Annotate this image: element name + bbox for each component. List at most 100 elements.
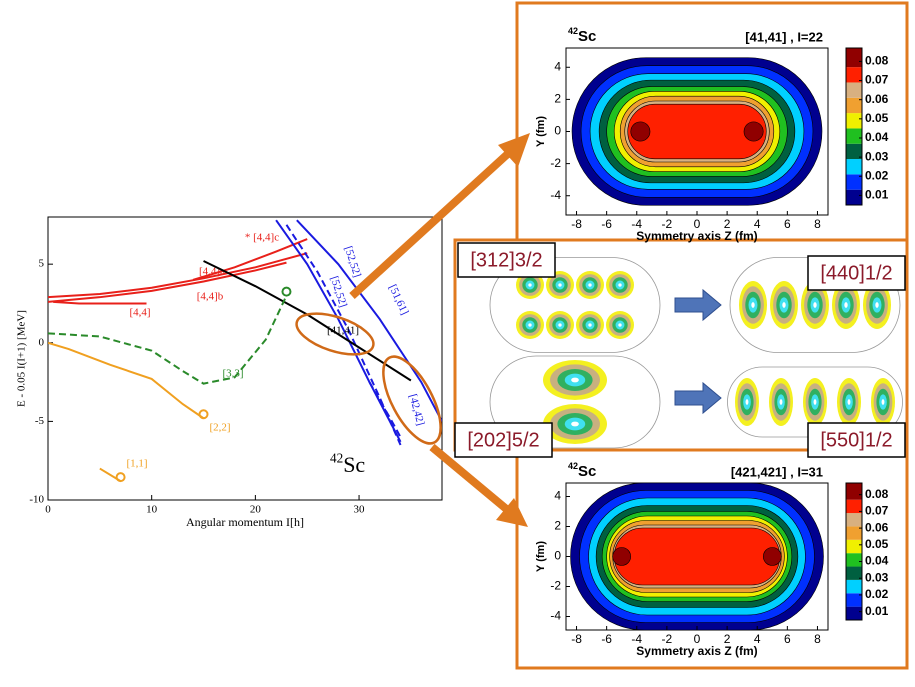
y-tick-label: 2 [554, 92, 561, 106]
x-tick-label: 8 [814, 632, 821, 646]
x-tick-label: 4 [754, 632, 761, 646]
y-tick-label: -2 [550, 156, 561, 170]
y-tick-label: -10 [29, 494, 44, 506]
y-tick-label: 5 [39, 258, 45, 270]
colorbar-band [846, 174, 862, 190]
x-tick-label: -8 [571, 632, 582, 646]
mass-number: 42 [330, 450, 343, 465]
colorbar-tick-label: 0.07 [865, 504, 889, 518]
x-tick-label: 10 [146, 504, 158, 516]
colorbar-tick-label: 0.02 [865, 168, 889, 182]
x-axis-label: Symmetry axis Z (fm) [636, 229, 757, 243]
y-tick-label: -4 [550, 609, 561, 623]
nucleus-label: 42Sc [330, 450, 365, 477]
arrow-head [498, 133, 530, 167]
orbital-box [457, 242, 556, 278]
x-tick-label: -2 [662, 217, 673, 231]
colorbar-band [846, 483, 862, 500]
x-axis-label: Symmetry axis Z (fm) [636, 644, 757, 658]
density-blob [618, 323, 622, 327]
colorbar-band [846, 113, 862, 129]
colorbar-band [846, 67, 862, 83]
density-blob [782, 302, 786, 308]
colorbar-band [846, 539, 862, 554]
density-blob [618, 283, 622, 287]
colorbar-band [846, 606, 862, 620]
colorbar-band [846, 513, 862, 527]
contour-pocket [763, 547, 782, 566]
highlight-ellipse [295, 312, 375, 356]
colorbar-tick-label: 0.02 [865, 587, 889, 601]
series-line [48, 295, 288, 385]
nucleus-outline [489, 257, 661, 353]
density-blob [528, 283, 532, 287]
x-tick-label: -4 [631, 217, 642, 231]
x-tick-label: -8 [571, 217, 582, 231]
colorbar-band [846, 159, 862, 175]
y-tick-label: 4 [554, 489, 561, 503]
y-tick-label: 0 [554, 124, 561, 138]
density-blob [588, 323, 592, 327]
x-tick-label: 6 [784, 217, 791, 231]
element: Sc [578, 463, 596, 480]
orbital-box [807, 255, 906, 291]
nucleus-label: 42Sc [568, 26, 596, 45]
y-tick-label: 0 [554, 549, 561, 563]
x-tick-label: -2 [662, 632, 673, 646]
colorbar-tick-label: 0.06 [865, 520, 889, 534]
x-tick-label: 20 [250, 504, 262, 516]
y-tick-label: 0 [39, 336, 45, 348]
end-marker [198, 409, 209, 420]
series-line [48, 252, 308, 299]
element: Sc [343, 452, 365, 477]
orbital-label: [202]5/2 [467, 429, 539, 451]
density-blob [558, 323, 562, 327]
colorbar-band [846, 566, 862, 580]
colorbar-band [846, 593, 862, 607]
x-tick-label: 6 [784, 632, 791, 646]
end-marker [115, 472, 126, 483]
y-tick-label: -2 [550, 579, 561, 593]
colorbar-tick-label: 0.01 [865, 604, 889, 618]
series-line [192, 238, 308, 281]
transition-arrow [674, 381, 722, 415]
colorbar-tick-label: 0.08 [865, 54, 889, 68]
transition-arrow [674, 288, 722, 322]
x-tick-label: -4 [631, 632, 642, 646]
density-blob [558, 283, 562, 287]
series-line [368, 381, 402, 438]
density-blob [571, 377, 579, 383]
colorbar-band [846, 499, 862, 514]
colorbar-band [846, 97, 862, 114]
colorbar-band [846, 82, 862, 98]
colorbar-tick-label: 0.05 [865, 537, 889, 551]
x-tick-label: 0 [694, 217, 701, 231]
x-tick-label: 0 [694, 632, 701, 646]
contour-pocket [612, 547, 631, 566]
series-label: [2,2] [209, 422, 230, 434]
colorbar-frame [845, 482, 863, 621]
series-label: [3,3] [222, 368, 243, 380]
series-label: [4,4] [129, 307, 150, 319]
density-blob [881, 399, 885, 405]
state-label: [41,41] , I=22 [745, 29, 823, 44]
x-tick-label: -6 [601, 217, 612, 231]
orbital-box [807, 422, 906, 458]
series-label: [4,4]b [197, 291, 224, 303]
y-tick-label: 4 [554, 59, 561, 73]
density-blob [813, 302, 817, 308]
colorbar-tick-label: 0.03 [865, 149, 889, 163]
x-tick-label: 4 [754, 217, 761, 231]
density-blob [528, 323, 532, 327]
density-blob [813, 399, 817, 405]
plot-frame [47, 216, 443, 501]
colorbar-band [846, 48, 862, 68]
nucleus-outline [489, 355, 661, 449]
state-label: [421,421] , I=31 [731, 464, 823, 479]
x-axis-label: Angular momentum I[h] [186, 515, 304, 529]
colorbar-tick-label: 0.01 [865, 188, 889, 202]
contour-band [627, 103, 767, 160]
x-tick-label: 0 [45, 504, 51, 516]
x-tick-label: 2 [724, 632, 731, 646]
contour-band [613, 527, 781, 586]
